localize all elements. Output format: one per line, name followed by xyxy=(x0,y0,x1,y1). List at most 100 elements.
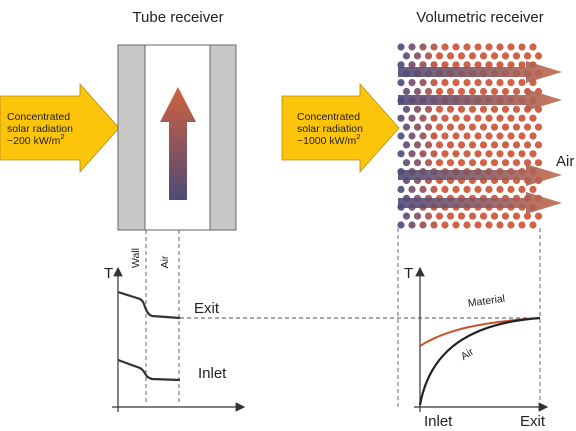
pore-dot xyxy=(457,52,466,60)
pore-dot xyxy=(430,150,438,158)
pore-dot xyxy=(496,150,504,158)
pore-dot xyxy=(463,114,471,122)
pore-dot xyxy=(457,105,466,113)
pore-dot xyxy=(523,123,532,131)
pore-dot xyxy=(479,105,488,113)
air-flow-arrow xyxy=(398,61,562,83)
air-flow-arrow xyxy=(398,192,562,214)
pore-dot xyxy=(424,159,433,167)
pore-dot xyxy=(474,132,482,140)
pore-dot xyxy=(518,43,526,51)
pore-dot xyxy=(518,185,526,193)
pore-dot xyxy=(518,132,526,140)
pore-dot xyxy=(468,141,477,149)
pore-dot xyxy=(463,150,471,158)
pore-dot xyxy=(430,114,438,122)
pore-dot xyxy=(402,141,411,149)
radiation-flux: ~1000 kW/m xyxy=(297,135,356,147)
pore-dot xyxy=(441,185,449,193)
exit-label: Exit xyxy=(520,413,546,430)
pore-dot xyxy=(490,212,499,220)
pore-dot xyxy=(408,185,416,193)
pore-dot xyxy=(452,221,460,229)
radiation-text: ~1000 kW/m2 xyxy=(297,132,360,147)
pore-dot xyxy=(446,141,455,149)
tube-wall xyxy=(117,44,146,231)
pore-dot xyxy=(463,79,471,87)
pore-dot xyxy=(534,141,543,149)
pore-dot xyxy=(523,159,532,167)
pore-dot xyxy=(424,123,433,131)
pore-dot xyxy=(435,87,444,96)
pore-dot xyxy=(523,141,532,149)
pore-dot xyxy=(441,114,449,122)
pore-dot xyxy=(408,79,416,87)
pore-dot xyxy=(479,141,488,149)
pore-dot xyxy=(468,52,477,60)
pore-dot xyxy=(457,141,466,149)
pore-dot xyxy=(402,105,411,113)
axis-label: T xyxy=(404,265,413,282)
axis-label: T xyxy=(104,265,113,282)
pore-dot xyxy=(529,132,537,140)
pore-dot xyxy=(408,114,416,122)
pore-dot xyxy=(529,150,537,158)
pore-dot xyxy=(397,185,405,193)
pore-dot xyxy=(479,212,488,220)
pore-dot xyxy=(402,123,411,131)
pore-dot xyxy=(523,212,532,220)
radiation-text: solar radiation xyxy=(7,123,73,135)
pore-dot xyxy=(408,43,416,51)
wall-label: Wall xyxy=(130,248,142,268)
pore-dot xyxy=(529,114,537,122)
pore-dot xyxy=(413,87,422,96)
pore-dot xyxy=(501,159,510,167)
pore-dot xyxy=(408,132,416,140)
pore-dot xyxy=(441,43,449,51)
pore-dot xyxy=(523,52,532,60)
pore-dot xyxy=(512,159,521,167)
pore-dot xyxy=(518,221,526,229)
pore-dot xyxy=(397,221,405,229)
pore-dot xyxy=(485,114,493,122)
air-flow-arrow xyxy=(398,89,562,111)
pore-dot xyxy=(457,123,466,131)
pore-dot xyxy=(452,43,460,51)
pore-dot xyxy=(413,212,422,220)
pore-dot xyxy=(435,52,444,60)
pore-dot xyxy=(490,123,499,131)
pore-dot xyxy=(408,150,416,158)
radiation-arrow xyxy=(281,82,400,174)
pore-dot xyxy=(419,114,427,122)
pore-dot xyxy=(441,221,449,229)
radiation-text: Concentrated xyxy=(7,111,70,123)
pore-dot xyxy=(446,159,455,167)
pore-dot xyxy=(424,87,433,96)
pore-dot xyxy=(397,132,405,140)
pore-dot xyxy=(529,185,537,193)
pore-dot xyxy=(496,185,504,193)
air-label: Air xyxy=(459,346,477,363)
pore-dot xyxy=(512,87,521,96)
air-flows xyxy=(398,61,562,214)
pore-dot xyxy=(507,61,515,69)
pore-dot xyxy=(518,61,526,69)
pore-dot xyxy=(507,150,515,158)
pore-dot xyxy=(463,185,471,193)
pore-dot xyxy=(413,105,422,113)
radiation-text: Concentrated xyxy=(297,111,360,123)
pore-dot xyxy=(512,212,521,220)
pore-dot xyxy=(496,61,504,69)
pore-dot xyxy=(435,212,444,220)
pore-dot xyxy=(441,79,449,87)
pore-dot xyxy=(468,105,477,113)
pore-dot xyxy=(435,141,444,149)
pore-dot xyxy=(446,212,455,220)
pore-dot xyxy=(512,105,521,113)
pore-dot xyxy=(496,221,504,229)
pore-dot xyxy=(474,43,482,51)
pore-dot xyxy=(408,61,416,69)
pore-dot xyxy=(413,123,422,131)
pore-dot xyxy=(463,61,471,69)
